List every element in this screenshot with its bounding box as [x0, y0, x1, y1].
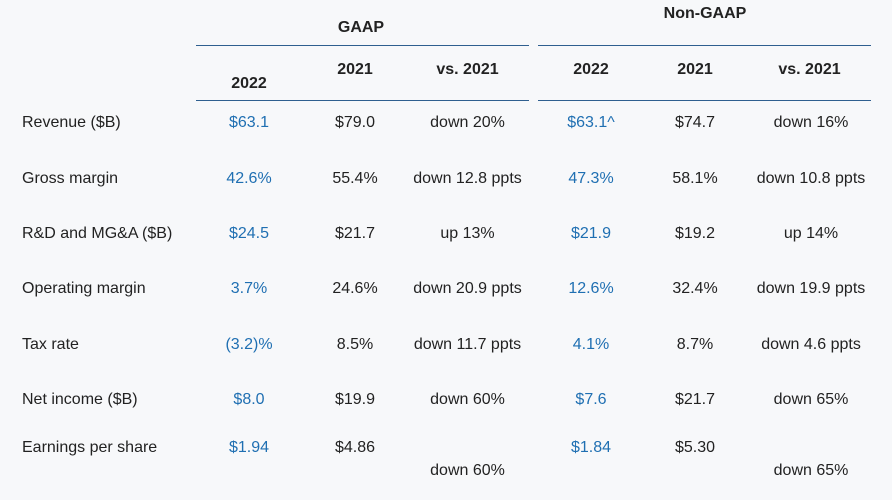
non-gaap-2022-operating-margin: 12.6% — [568, 280, 614, 297]
non-gaap-2022-net-income: $7.6 — [575, 391, 607, 408]
non-gaap-header-rule — [538, 100, 871, 101]
gaap-col-vs2021: vs. 2021 — [436, 61, 499, 78]
non-gaap-2022-eps: $1.84 — [570, 439, 612, 456]
non-gaap-2021-tax-rate: 8.7% — [676, 336, 714, 353]
gaap-2022-tax-rate: (3.2)% — [225, 336, 273, 353]
non-gaap-2022-rd-mga: $21.9 — [570, 225, 612, 242]
gaap-change-eps: down 60% — [430, 462, 505, 479]
gaap-2022-gross-margin: 42.6% — [226, 170, 272, 187]
gaap-2021-tax-rate: 8.5% — [336, 336, 374, 353]
gaap-2021-gross-margin: 55.4% — [332, 170, 378, 187]
gaap-change-operating-margin: down 20.9 ppts — [413, 280, 522, 297]
gaap-change-tax-rate: down 11.7 ppts — [413, 336, 522, 353]
non-gaap-change-net-income: down 65% — [773, 391, 849, 408]
gaap-change-net-income: down 60% — [430, 391, 505, 408]
non-gaap-2022-revenue: $63.1^ — [567, 114, 615, 131]
gaap-header-rule — [196, 100, 529, 101]
row-label-revenue: Revenue ($B) — [22, 114, 121, 131]
non-gaap-top-rule — [538, 45, 871, 46]
non-gaap-change-revenue: down 16% — [773, 114, 849, 131]
gaap-col-2022: 2022 — [231, 75, 267, 92]
non-gaap-2021-eps: $5.30 — [674, 439, 716, 456]
gaap-2021-revenue: $79.0 — [334, 114, 376, 131]
row-label-operating-margin: Operating margin — [22, 280, 146, 297]
non-gaap-change-gross-margin: down 10.8 ppts — [756, 170, 866, 187]
gaap-2021-rd-mga: $21.7 — [334, 225, 376, 242]
gaap-2022-eps: $1.94 — [228, 439, 270, 456]
row-label-tax-rate: Tax rate — [22, 336, 79, 353]
non-gaap-2022-gross-margin: 47.3% — [568, 170, 614, 187]
gaap-top-rule — [196, 45, 529, 46]
non-gaap-change-rd-mga: up 14% — [783, 225, 839, 242]
gaap-2021-eps: $4.86 — [334, 439, 376, 456]
non-gaap-2021-rd-mga: $19.2 — [674, 225, 716, 242]
non-gaap-col-vs2021: vs. 2021 — [778, 61, 841, 78]
non-gaap-2021-gross-margin: 58.1% — [672, 170, 718, 187]
gaap-group-title: GAAP — [337, 19, 385, 36]
non-gaap-col-2021: 2021 — [677, 61, 713, 78]
gaap-2022-operating-margin: 3.7% — [230, 280, 268, 297]
row-label-rd-mga: R&D and MG&A ($B) — [22, 225, 173, 242]
gaap-2022-revenue: $63.1 — [228, 114, 270, 131]
gaap-2021-operating-margin: 24.6% — [332, 280, 378, 297]
non-gaap-change-eps: down 65% — [773, 462, 849, 479]
non-gaap-2022-tax-rate: 4.1% — [572, 336, 610, 353]
row-label-eps: Earnings per share — [22, 439, 158, 456]
gaap-2022-net-income: $8.0 — [233, 391, 265, 408]
non-gaap-2021-revenue: $74.7 — [674, 114, 716, 131]
gaap-change-revenue: down 20% — [430, 114, 505, 131]
non-gaap-group-title: Non-GAAP — [663, 5, 747, 22]
non-gaap-col-2022: 2022 — [573, 61, 609, 78]
non-gaap-change-tax-rate: down 4.6 ppts — [761, 336, 861, 353]
gaap-2021-net-income: $19.9 — [334, 391, 376, 408]
gaap-change-gross-margin: down 12.8 ppts — [413, 170, 522, 187]
non-gaap-2021-operating-margin: 32.4% — [672, 280, 718, 297]
gaap-col-2021: 2021 — [337, 61, 373, 78]
row-label-gross-margin: Gross margin — [22, 170, 119, 187]
gaap-change-rd-mga: up 13% — [440, 225, 495, 242]
gaap-2022-rd-mga: $24.5 — [228, 225, 270, 242]
non-gaap-2021-net-income: $21.7 — [674, 391, 716, 408]
non-gaap-change-operating-margin: down 19.9 ppts — [756, 280, 866, 297]
row-label-net-income: Net income ($B) — [22, 391, 138, 408]
